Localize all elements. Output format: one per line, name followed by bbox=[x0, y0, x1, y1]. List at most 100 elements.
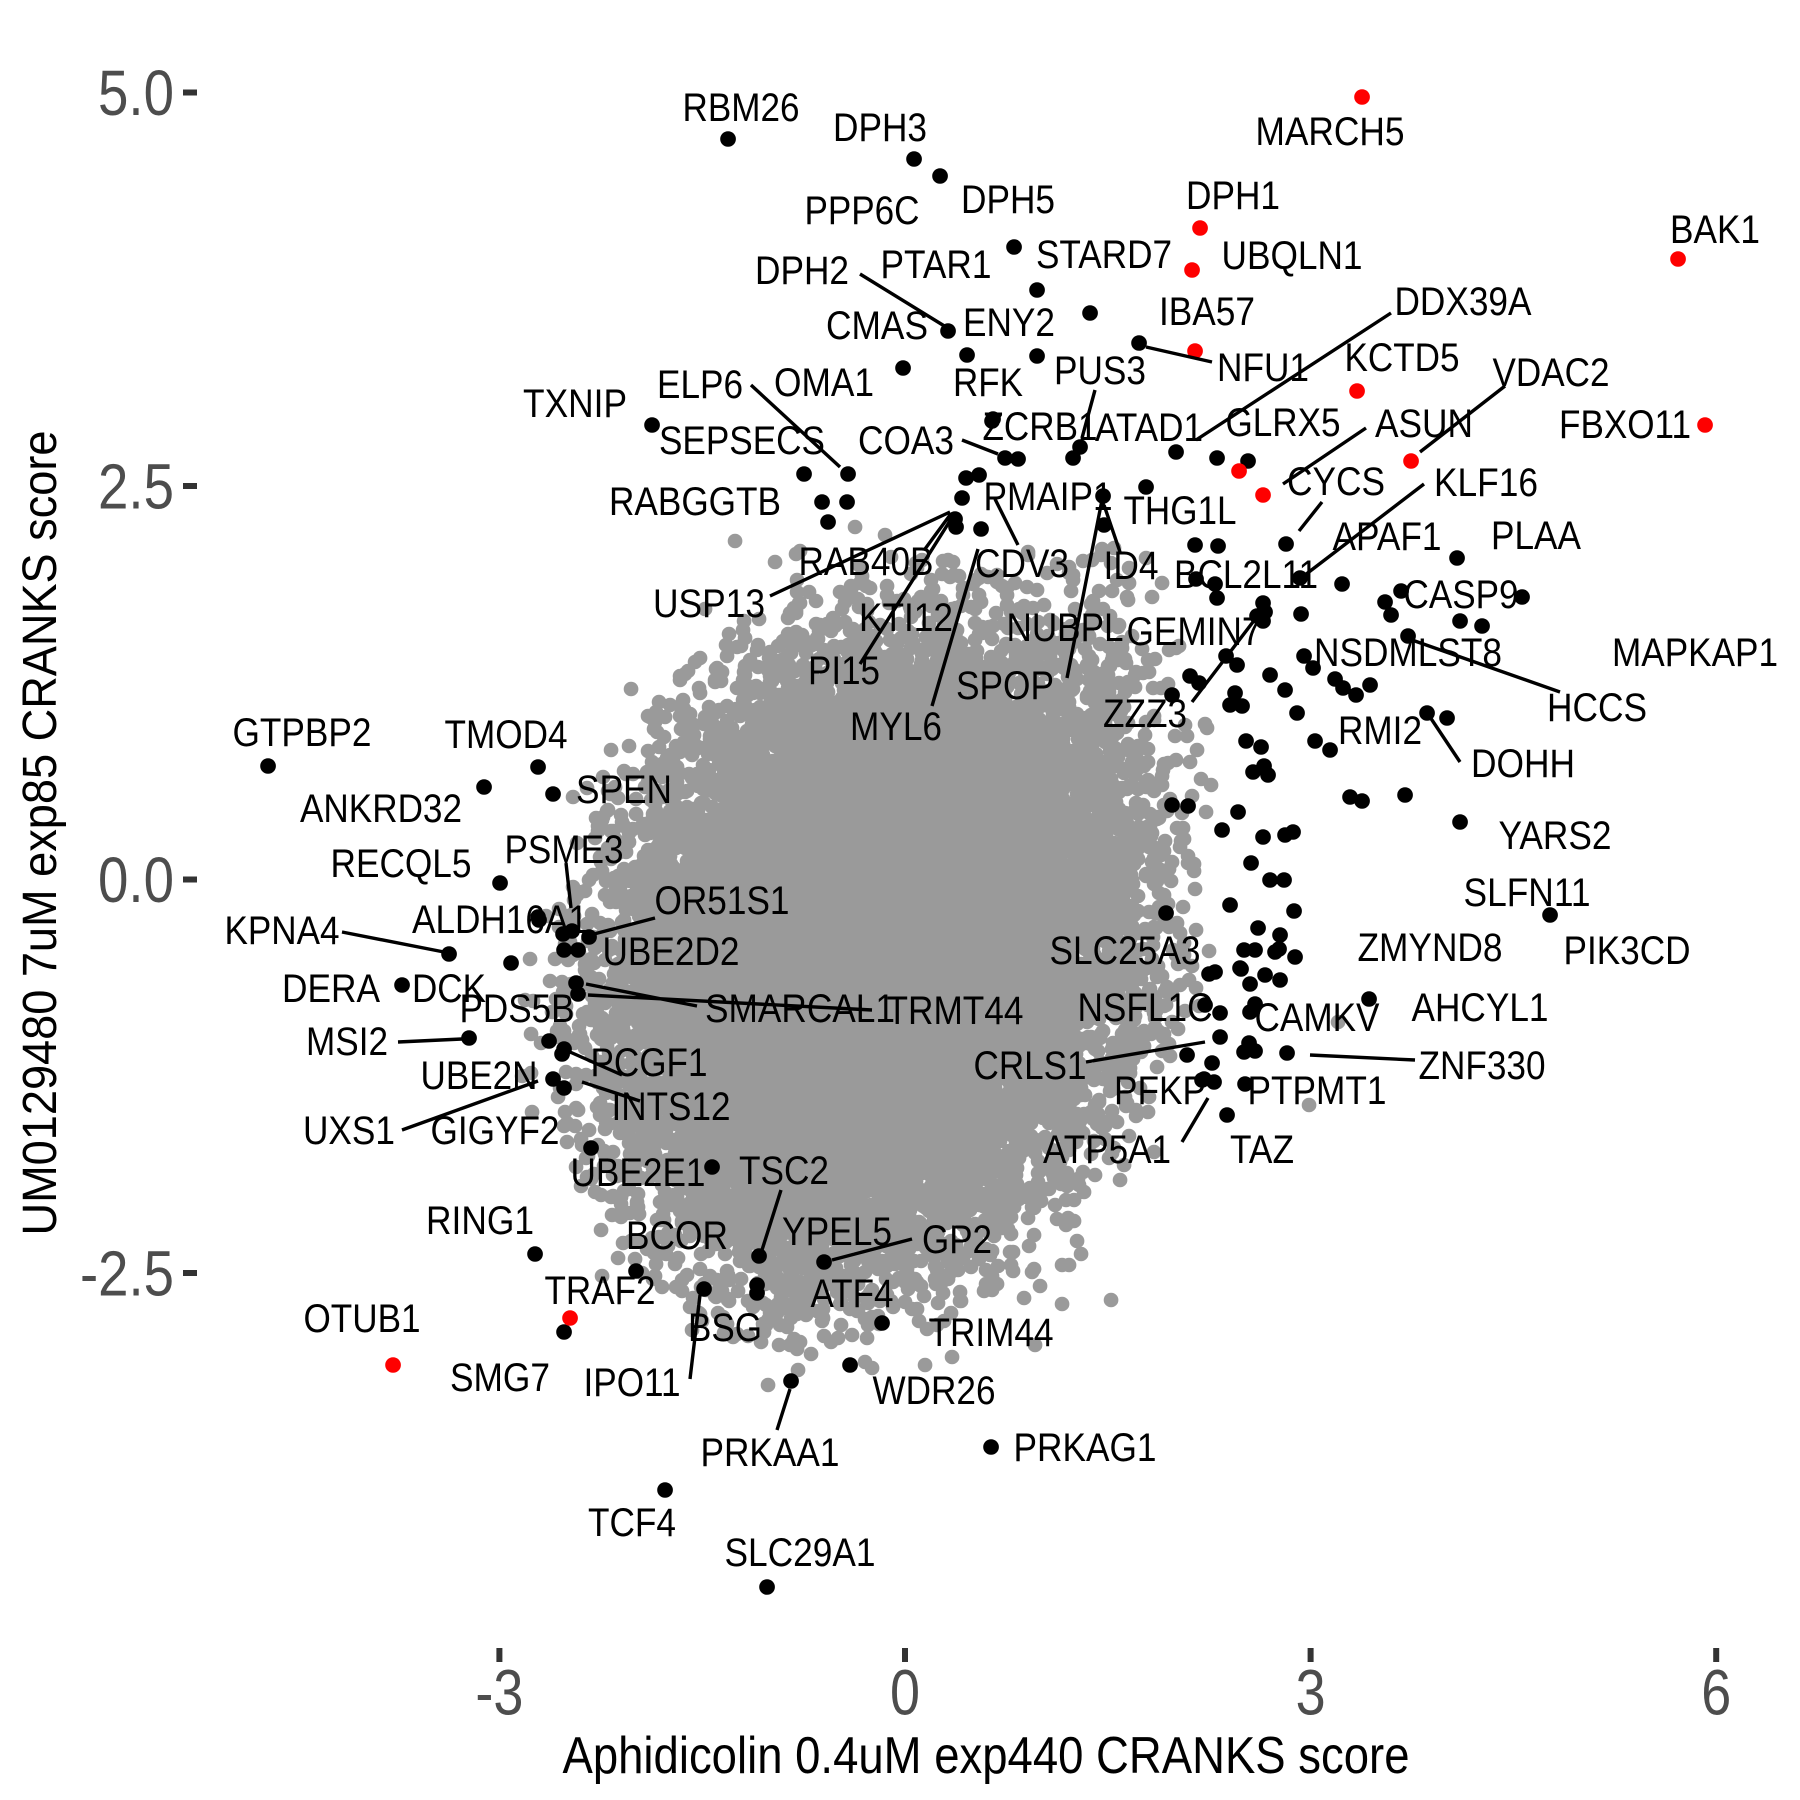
svg-text:VDAC2: VDAC2 bbox=[1493, 351, 1610, 395]
svg-text:NSFL1C: NSFL1C bbox=[1078, 986, 1213, 1030]
svg-text:HCCS: HCCS bbox=[1547, 686, 1647, 730]
svg-text:KCTD5: KCTD5 bbox=[1345, 336, 1460, 380]
svg-text:SMARCAL1: SMARCAL1 bbox=[705, 987, 895, 1031]
svg-text:GP2: GP2 bbox=[922, 1218, 992, 1262]
svg-text:0.0: 0.0 bbox=[98, 844, 174, 916]
svg-text:UBE2N: UBE2N bbox=[421, 1054, 538, 1098]
svg-text:CYCS: CYCS bbox=[1287, 460, 1385, 504]
svg-text:DPH3: DPH3 bbox=[833, 106, 927, 150]
svg-text:PFKP: PFKP bbox=[1114, 1069, 1206, 1113]
svg-text:TXNIP: TXNIP bbox=[523, 382, 627, 426]
svg-text:OR51S1: OR51S1 bbox=[655, 879, 790, 923]
svg-text:RBM26: RBM26 bbox=[683, 86, 800, 130]
svg-text:STARD7: STARD7 bbox=[1036, 233, 1172, 277]
svg-text:GLRX5: GLRX5 bbox=[1226, 401, 1341, 445]
svg-text:DPH5: DPH5 bbox=[961, 178, 1055, 222]
svg-text:MARCH5: MARCH5 bbox=[1256, 110, 1405, 154]
svg-text:DCK: DCK bbox=[412, 967, 486, 1011]
svg-text:ASUN: ASUN bbox=[1375, 402, 1473, 446]
svg-text:DDX39A: DDX39A bbox=[1395, 280, 1532, 324]
svg-text:5.0: 5.0 bbox=[98, 57, 174, 129]
svg-text:TRAF2: TRAF2 bbox=[545, 1269, 656, 1313]
svg-text:IPO11: IPO11 bbox=[584, 1361, 681, 1405]
svg-text:TRIM44: TRIM44 bbox=[929, 1311, 1054, 1355]
svg-text:PTAR1: PTAR1 bbox=[881, 243, 992, 287]
svg-text:Aphidicolin 0.4uM exp440 CRANK: Aphidicolin 0.4uM exp440 CRANKS score bbox=[563, 1727, 1410, 1785]
svg-text:ELP6: ELP6 bbox=[657, 363, 743, 407]
svg-text:SLC29A1: SLC29A1 bbox=[725, 1531, 876, 1575]
svg-text:GIGYF2: GIGYF2 bbox=[431, 1109, 560, 1153]
svg-text:PRKAA1: PRKAA1 bbox=[701, 1431, 840, 1475]
svg-text:ENY2: ENY2 bbox=[963, 301, 1055, 345]
svg-text:NUBPL: NUBPL bbox=[1007, 606, 1124, 650]
svg-text:RECQL5: RECQL5 bbox=[331, 842, 472, 886]
svg-text:ATF4: ATF4 bbox=[811, 1272, 894, 1316]
svg-text:CASP9: CASP9 bbox=[1404, 573, 1519, 617]
svg-text:TSC2: TSC2 bbox=[739, 1149, 829, 1193]
svg-text:OTUB1: OTUB1 bbox=[304, 1297, 421, 1341]
svg-text:YPEL5: YPEL5 bbox=[782, 1210, 892, 1254]
svg-text:SLC25A3: SLC25A3 bbox=[1050, 929, 1201, 973]
svg-text:USP13: USP13 bbox=[653, 582, 765, 626]
svg-text:BAK1: BAK1 bbox=[1670, 208, 1760, 252]
svg-text:WDR26: WDR26 bbox=[873, 1369, 996, 1413]
svg-text:UXS1: UXS1 bbox=[303, 1109, 395, 1153]
svg-text:KLF16: KLF16 bbox=[1434, 461, 1538, 505]
svg-text:RMI2: RMI2 bbox=[1338, 709, 1422, 753]
svg-text:PCGF1: PCGF1 bbox=[591, 1041, 708, 1085]
svg-text:KPNA4: KPNA4 bbox=[225, 909, 340, 953]
svg-text:COA3: COA3 bbox=[858, 419, 954, 463]
svg-text:AHCYL1: AHCYL1 bbox=[1412, 986, 1549, 1030]
svg-text:ALDH16A1: ALDH16A1 bbox=[412, 898, 588, 942]
svg-text:TCF4: TCF4 bbox=[588, 1501, 676, 1545]
svg-text:BSG: BSG bbox=[688, 1306, 762, 1350]
svg-text:THG1L: THG1L bbox=[1124, 489, 1237, 533]
svg-text:PRKAG1: PRKAG1 bbox=[1014, 1426, 1157, 1470]
svg-text:SEPSECS: SEPSECS bbox=[659, 419, 825, 463]
svg-text:PUS3: PUS3 bbox=[1054, 349, 1146, 393]
svg-text:ATAD1: ATAD1 bbox=[1095, 406, 1203, 450]
svg-text:NSDMLST8: NSDMLST8 bbox=[1314, 631, 1502, 675]
svg-text:PI15: PI15 bbox=[808, 649, 880, 693]
svg-text:MSI2: MSI2 bbox=[306, 1020, 388, 1064]
svg-text:SMG7: SMG7 bbox=[450, 1356, 550, 1400]
svg-text:PSME3: PSME3 bbox=[505, 828, 624, 872]
svg-text:TRMT44: TRMT44 bbox=[887, 989, 1024, 1033]
svg-text:UBQLN1: UBQLN1 bbox=[1222, 234, 1363, 278]
svg-text:RAB40B: RAB40B bbox=[799, 540, 934, 584]
svg-text:OMA1: OMA1 bbox=[774, 361, 874, 405]
svg-text:BCL2L11: BCL2L11 bbox=[1174, 553, 1318, 597]
svg-text:TMOD4: TMOD4 bbox=[445, 713, 568, 757]
svg-text:YARS2: YARS2 bbox=[1499, 814, 1612, 858]
svg-text:KTI12: KTI12 bbox=[859, 596, 953, 640]
svg-text:CMAS: CMAS bbox=[826, 304, 928, 348]
svg-text:UM0129480 7uM exp85 CRANKS sco: UM0129480 7uM exp85 CRANKS score bbox=[14, 431, 67, 1236]
svg-text:ANKRD32: ANKRD32 bbox=[300, 787, 462, 831]
svg-text:GEMIN7: GEMIN7 bbox=[1127, 610, 1262, 654]
svg-text:ID4: ID4 bbox=[1104, 544, 1159, 588]
svg-text:ZNF330: ZNF330 bbox=[1419, 1044, 1546, 1088]
svg-text:ZMYND8: ZMYND8 bbox=[1358, 926, 1503, 970]
svg-text:BCOR: BCOR bbox=[626, 1214, 728, 1258]
svg-text:NFU1: NFU1 bbox=[1217, 346, 1309, 390]
svg-text:APAF1: APAF1 bbox=[1333, 515, 1442, 559]
svg-text:UBE2E1: UBE2E1 bbox=[571, 1151, 706, 1195]
svg-text:INTS12: INTS12 bbox=[612, 1085, 731, 1129]
svg-text:SPEN: SPEN bbox=[576, 768, 672, 812]
svg-text:ZZZ3: ZZZ3 bbox=[1103, 692, 1187, 736]
svg-text:0: 0 bbox=[890, 1656, 920, 1728]
svg-text:DERA: DERA bbox=[282, 967, 380, 1011]
svg-text:PMAIP1: PMAIP1 bbox=[984, 475, 1113, 519]
svg-text:PPP6C: PPP6C bbox=[805, 189, 920, 233]
svg-text:SPOP: SPOP bbox=[956, 664, 1054, 708]
svg-text:PIK3CD: PIK3CD bbox=[1564, 929, 1691, 973]
svg-text:ATP5A1: ATP5A1 bbox=[1043, 1128, 1171, 1172]
svg-text:DPH1: DPH1 bbox=[1186, 174, 1280, 218]
svg-text:CDV3: CDV3 bbox=[975, 542, 1069, 586]
svg-text:DOHH: DOHH bbox=[1471, 742, 1575, 786]
svg-text:PDS5B: PDS5B bbox=[460, 987, 575, 1031]
svg-text:CRLS1: CRLS1 bbox=[974, 1044, 1087, 1088]
svg-text:FBXO11: FBXO11 bbox=[1559, 403, 1691, 447]
svg-text:PTPMT1: PTPMT1 bbox=[1248, 1069, 1387, 1113]
svg-text:UBE2D2: UBE2D2 bbox=[603, 930, 740, 974]
